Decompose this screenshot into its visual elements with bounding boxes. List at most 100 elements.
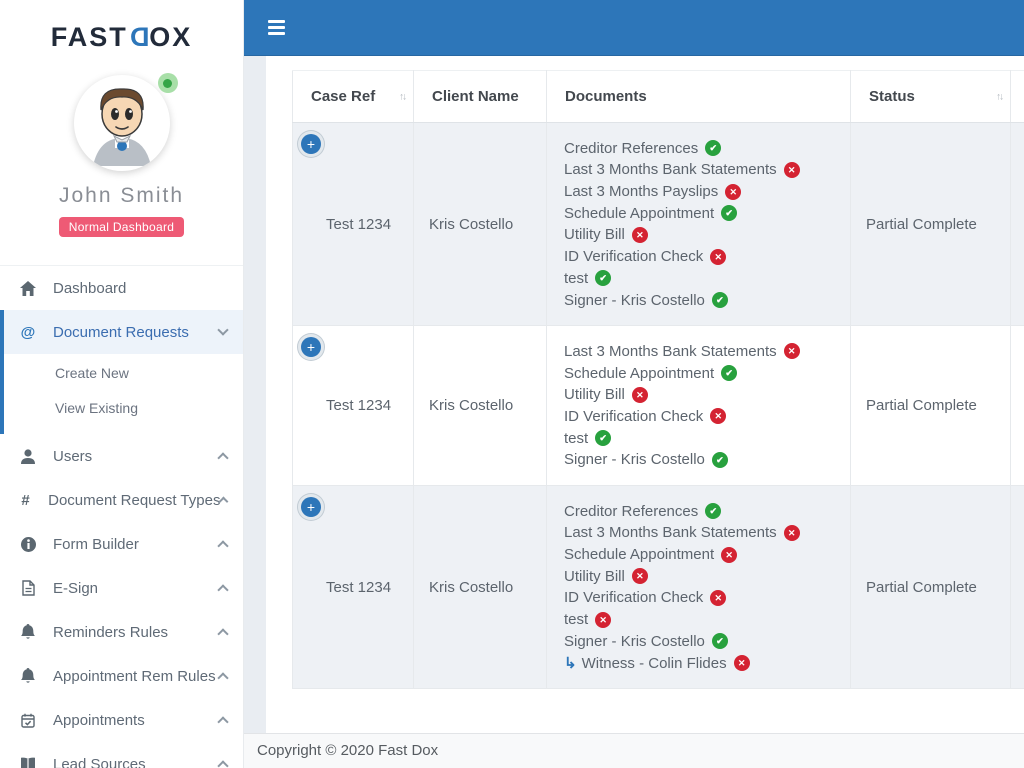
document-name: Last 3 Months Bank Statements xyxy=(564,524,777,542)
documents-cell: Last 3 Months Bank Statements ✕ Schedule A… xyxy=(546,325,851,486)
content: Case Ref ↑↓ Client Name Documents Status ↑↓ +… xyxy=(244,56,1024,733)
sidebar-item-label: Lead Sources xyxy=(53,755,146,768)
check-circle-icon: ✔ xyxy=(711,633,728,650)
table-body: + Test 1234 Kris Costello Creditor Referenc… xyxy=(292,122,1024,690)
document-item: Last 3 Months Payslips ✕ xyxy=(564,182,842,201)
document-name: ID Verification Check xyxy=(564,407,704,425)
check-circle-icon: ✔ xyxy=(595,270,612,287)
document-item: ID Verification Check ✕ xyxy=(564,247,842,266)
hamburger-menu-icon[interactable] xyxy=(262,14,291,41)
sidebar-nav: Dashboard @ Document Requests Create New Vie… xyxy=(0,265,243,768)
profile-name: John Smith xyxy=(58,184,185,207)
document-name: Signer - Kris Costello xyxy=(564,291,705,309)
sidebar-item-appointment-rem-rules[interactable]: Appointment Rem Rules xyxy=(4,654,243,698)
expand-row-button[interactable]: + xyxy=(301,497,321,517)
times-circle-icon: ✕ xyxy=(725,183,742,200)
chevron-down-icon xyxy=(217,324,229,336)
sidebar-item-appointments[interactable]: Appointments xyxy=(4,698,243,742)
documents-cell: Creditor References ✔ Last 3 Months Bank S… xyxy=(546,485,851,690)
sidebar-item-dashboard[interactable]: Dashboard xyxy=(4,266,243,310)
sidebar-item-label: Form Builder xyxy=(53,535,139,553)
status-cell: Partial Complete xyxy=(850,325,1011,486)
documents-cell: Creditor References ✔ Last 3 Months Bank S… xyxy=(546,122,851,327)
chevron-up-icon xyxy=(217,628,229,640)
sidebar-item-document-request-types[interactable]: # Document Request Types xyxy=(4,478,243,522)
check-circle-icon: ✔ xyxy=(595,430,612,447)
sidebar-item-reminders-rules[interactable]: Reminders Rules xyxy=(4,610,243,654)
document-item: ID Verification Check ✕ xyxy=(564,407,842,426)
expand-row-button[interactable]: + xyxy=(301,134,321,154)
nav-group-form-builder: Form Builder xyxy=(0,522,243,566)
at-icon: @ xyxy=(20,323,36,341)
sidebar-item-label: Users xyxy=(53,447,93,465)
sidebar-item-label: Dashboard xyxy=(53,279,127,297)
case-ref-cell: + Test 1234 xyxy=(292,122,414,327)
sort-arrows-icon[interactable]: ↑↓ xyxy=(399,91,407,102)
column-header-documents: Documents xyxy=(546,70,851,123)
overflow-cell xyxy=(1010,485,1024,690)
expand-row-button[interactable]: + xyxy=(301,337,321,358)
sidebar: FASTDOX xyxy=(0,0,244,768)
times-circle-icon: ✕ xyxy=(595,611,612,628)
document-name: Creditor References xyxy=(564,139,699,157)
column-header-status[interactable]: Status ↑↓ xyxy=(850,70,1011,123)
nav-submenu-document-requests: Create New View Existing xyxy=(4,354,243,434)
sidebar-item-form-builder[interactable]: Form Builder xyxy=(4,522,243,566)
document-name: test xyxy=(564,611,589,629)
user-icon xyxy=(18,448,38,464)
client-name-cell: Kris Costello xyxy=(413,485,547,690)
document-requests-table: Case Ref ↑↓ Client Name Documents Status ↑↓ +… xyxy=(292,70,1024,690)
document-name: test xyxy=(564,269,589,287)
column-header-label: Documents xyxy=(565,88,647,105)
sort-arrows-icon[interactable]: ↑↓ xyxy=(996,91,1004,102)
chevron-up-icon xyxy=(217,452,229,464)
chevron-up-icon xyxy=(217,716,229,728)
logo-part-1: FAST xyxy=(50,22,128,52)
cartoon-avatar-image xyxy=(78,80,165,166)
sidebar-subitem-view-existing[interactable]: View Existing xyxy=(55,400,139,416)
nav-group-e-sign: E-Sign xyxy=(0,566,243,610)
document-name: test xyxy=(564,429,589,447)
document-name: Last 3 Months Payslips xyxy=(564,183,719,201)
sidebar-item-label: Appointment Rem Rules xyxy=(53,667,216,685)
document-item: Utility Bill ✕ xyxy=(564,385,842,404)
overflow-cell xyxy=(1010,122,1024,327)
topbar xyxy=(244,0,1024,56)
document-name: Witness - Colin Flides xyxy=(581,654,727,672)
times-circle-icon: ✕ xyxy=(733,655,750,671)
logo-flipped-d: D xyxy=(127,22,150,52)
client-name-cell: Kris Costello xyxy=(413,122,547,327)
chevron-up-icon xyxy=(217,760,229,768)
sidebar-item-e-sign[interactable]: E-Sign xyxy=(4,566,243,610)
table-row: + Test 1234 Kris Costello Creditor Referenc… xyxy=(292,122,1024,327)
nav-group-appointments: Appointments xyxy=(0,698,243,742)
case-ref-cell: + Test 1234 xyxy=(292,325,414,486)
document-name: Signer - Kris Costello xyxy=(564,632,705,650)
times-circle-icon: ✕ xyxy=(710,408,727,425)
document-item: Signer - Kris Costello ✔ xyxy=(564,632,842,651)
calendar-icon xyxy=(18,713,38,728)
chevron-up-icon xyxy=(217,540,229,552)
document-item: test ✔ xyxy=(564,269,842,288)
chevron-up-icon xyxy=(217,672,229,684)
times-circle-icon: ✕ xyxy=(631,568,648,585)
case-ref-value: Test 1234 xyxy=(326,215,392,233)
sidebar-item-lead-sources[interactable]: Lead Sources xyxy=(4,742,243,768)
nav-group-users: Users xyxy=(0,434,243,478)
times-circle-icon: ✕ xyxy=(710,589,727,606)
nav-group-reminders-rules: Reminders Rules xyxy=(0,610,243,654)
sidebar-item-users[interactable]: Users xyxy=(4,434,243,478)
check-circle-icon: ✔ xyxy=(711,451,728,468)
dashboard-mode-badge: Normal Dashboard xyxy=(58,217,185,237)
check-circle-icon: ✔ xyxy=(721,365,738,382)
info-icon xyxy=(18,536,38,552)
header-row: Case Ref ↑↓ Client Name Documents Status ↑↓ xyxy=(292,70,1024,123)
sidebar-subitem-create-new[interactable]: Create New xyxy=(55,365,129,381)
sidebar-item-document-requests[interactable]: @ Document Requests xyxy=(4,310,243,354)
book-icon xyxy=(18,757,38,768)
times-circle-icon: ✕ xyxy=(783,524,800,541)
case-ref-value: Test 1234 xyxy=(326,397,392,415)
column-header-case-ref[interactable]: Case Ref ↑↓ xyxy=(292,70,414,123)
fastdox-logo: FASTDOX xyxy=(0,0,243,61)
